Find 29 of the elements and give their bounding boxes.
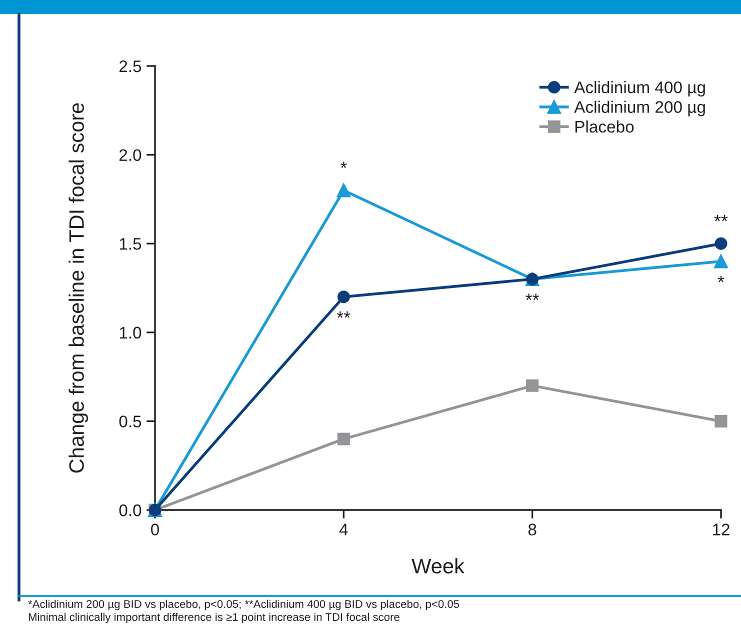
y-tick-label: 1.5 [120, 238, 142, 250]
point [714, 254, 728, 268]
legend-label: Aclidinium 200 µg [574, 100, 705, 116]
point [714, 414, 728, 428]
y-tick-label: 0.5 [119, 416, 142, 428]
point [714, 237, 728, 250]
x-axis-title: Week [412, 558, 464, 574]
text: *Aclidinium 200 µg BID vs placebo, p<0.05; **Aclidinium 400 µg BID vs placebo, p<0.05 [28, 600, 460, 610]
text: Minimal clinically important difference is ≥1 point increase in TDI focal score [28, 612, 400, 624]
legend-label: Placebo [575, 120, 634, 133]
annotation: ** [526, 294, 540, 300]
y-tick-label: 2.0 [119, 149, 142, 162]
point [337, 290, 350, 304]
y-tick-label: 2.5 [119, 60, 142, 72]
annotation: ** [714, 214, 728, 222]
point [337, 432, 350, 446]
y-tick-label: 0.0 [119, 504, 142, 516]
annotation: * [718, 276, 724, 282]
annotation: ** [336, 311, 350, 318]
x-tick-label: 8 [528, 524, 536, 536]
point [336, 183, 351, 198]
x-tick-label: 4 [339, 524, 348, 536]
point [526, 379, 539, 392]
x-tick-label: 12 [713, 524, 730, 536]
x-tick-label: 0 [151, 524, 159, 536]
annotation: * [340, 162, 347, 168]
y-axis-title: Change from baseline in TDI focal score [68, 103, 88, 473]
legend-label: Aclidinium 400 µg [574, 81, 705, 97]
y-tick-label: 1.0 [120, 326, 142, 339]
